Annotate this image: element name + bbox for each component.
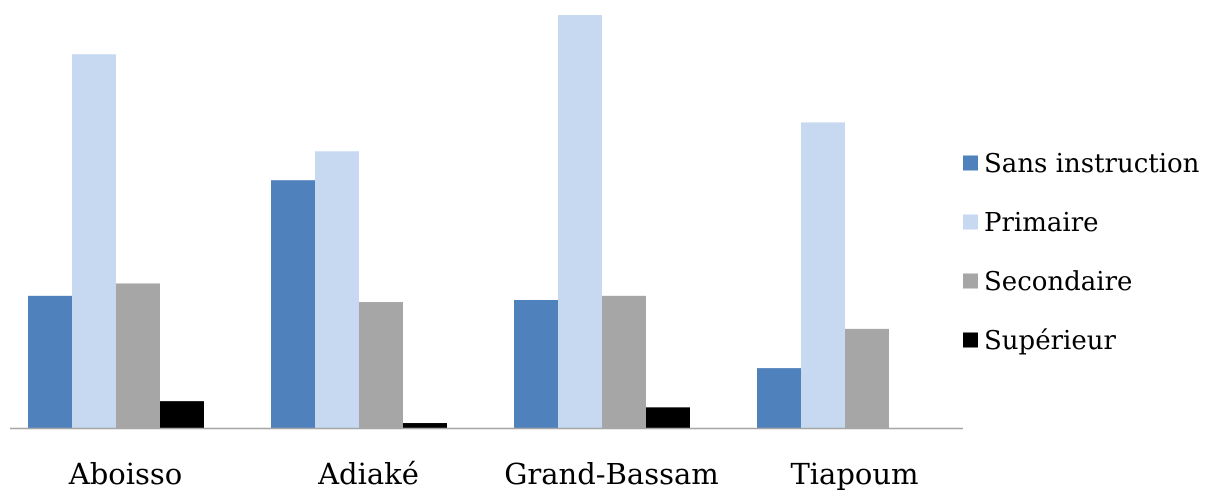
legend-label: Supérieur <box>984 326 1116 356</box>
legend-swatch <box>963 332 978 348</box>
bar-primaire-tiapoum <box>801 122 845 428</box>
category-label: Adiaké <box>317 457 419 491</box>
legend-label: Primaire <box>984 208 1099 238</box>
bar-secondaire-tiapoum <box>845 328 889 428</box>
bar-sans-instruction-grand-bassam <box>514 299 558 428</box>
bar-secondaire-grand-bassam <box>602 295 646 428</box>
bars-layer <box>28 15 889 429</box>
bar-sans-instruction-tiapoum <box>757 368 801 428</box>
legend-swatch <box>963 155 978 171</box>
bar-secondaire-aboisso <box>116 283 160 428</box>
bar-sans-instruction-adiak- <box>271 180 315 428</box>
bar-sup-rieur-adiak- <box>403 423 447 428</box>
legend-swatch <box>963 214 978 230</box>
category-label: Aboisso <box>68 457 182 491</box>
bar-sup-rieur-aboisso <box>160 401 204 428</box>
bar-primaire-grand-bassam <box>558 15 602 428</box>
bar-sup-rieur-grand-bassam <box>646 407 690 428</box>
bar-primaire-aboisso <box>72 54 116 429</box>
bar-sans-instruction-aboisso <box>28 295 72 428</box>
legend: Sans instruction Primaire Secondaire Supéri… <box>963 149 1200 356</box>
category-label: Grand-Bassam <box>504 457 719 491</box>
legend-swatch <box>963 273 978 289</box>
legend-label: Sans instruction <box>984 149 1200 179</box>
bar-primaire-adiak- <box>315 151 359 429</box>
category-label: Tiapoum <box>790 457 918 491</box>
legend-label: Secondaire <box>984 267 1132 297</box>
category-labels: Aboisso Adiaké Grand-Bassam Tiapoum <box>68 457 919 491</box>
bar-secondaire-adiak- <box>359 302 403 428</box>
